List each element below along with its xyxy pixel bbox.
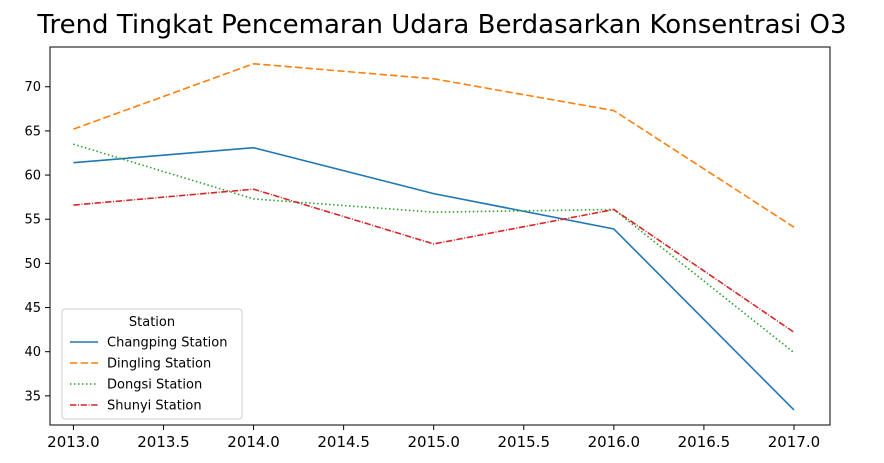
y-axis: 35 40 45 50 55 60 65 70 <box>24 80 50 404</box>
series-line-shunyi-station <box>73 188 795 333</box>
series-layer <box>73 62 795 411</box>
x-tick-label: 2014.5 <box>317 433 370 451</box>
plot-area <box>49 46 831 426</box>
x-tick-label: 2016.0 <box>588 433 641 451</box>
x-tick-label: 2015.0 <box>407 433 460 451</box>
x-tick-label: 2014.0 <box>227 433 280 451</box>
y-tick-label: 55 <box>24 213 41 228</box>
x-tick-label: 2017.0 <box>768 433 821 451</box>
x-axis: 2013.0 2013.5 2014.0 2014.5 2015.0 2015.5 2016… <box>47 425 820 451</box>
plot-frame <box>49 46 831 426</box>
y-tick-label: 60 <box>24 169 41 184</box>
x-tick-label: 2016.5 <box>678 433 731 451</box>
legend: Station Changping Station Dingling Statio… <box>61 308 243 420</box>
y-tick-label: 70 <box>24 80 41 95</box>
chart-title: Trend Tingkat Pencemaran Udara Berdasark… <box>36 10 846 40</box>
series-line-dongsi-station <box>73 143 795 354</box>
legend-label: Changping Station <box>107 336 227 351</box>
legend-box <box>61 308 243 420</box>
x-tick-label: 2015.5 <box>498 433 551 451</box>
legend-title: Station <box>129 315 175 330</box>
x-tick-label: 2013.0 <box>47 433 100 451</box>
y-tick-label: 50 <box>24 257 41 272</box>
y-tick-label: 65 <box>24 124 41 139</box>
x-tick-label: 2013.5 <box>137 433 190 451</box>
legend-label: Shunyi Station <box>107 399 202 414</box>
y-tick-label: 40 <box>24 345 41 360</box>
legend-items: Changping Station Dingling Station Dongsi … <box>70 336 227 414</box>
series-line-dingling-station <box>73 62 795 228</box>
legend-label: Dongsi Station <box>107 378 202 393</box>
y-tick-label: 35 <box>24 389 41 404</box>
legend-label: Dingling Station <box>107 357 211 372</box>
series-line-changping-station <box>73 146 795 411</box>
y-tick-label: 45 <box>24 301 41 316</box>
